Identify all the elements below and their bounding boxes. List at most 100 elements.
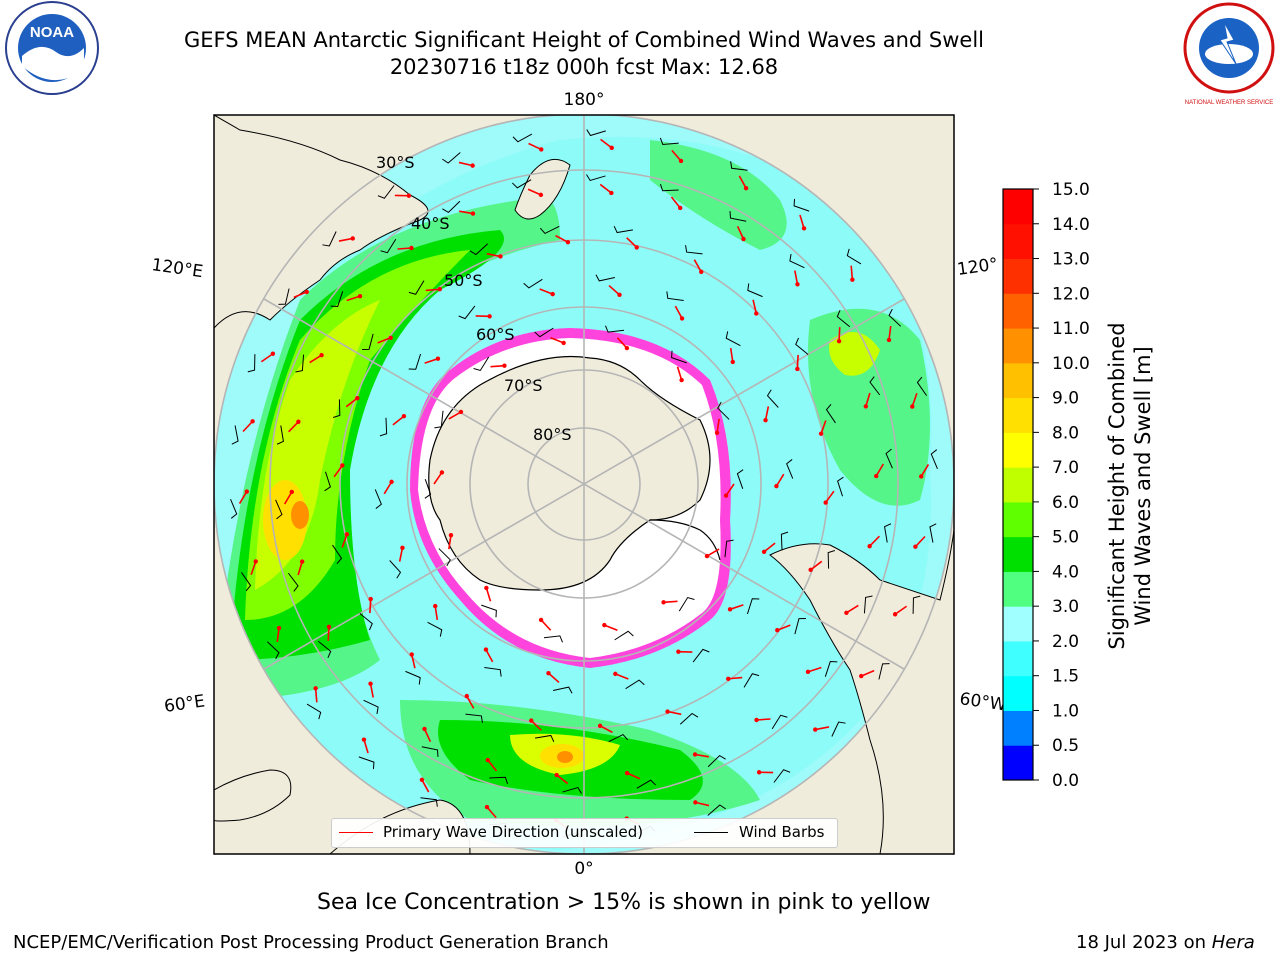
wave-arrow-head <box>609 190 614 196</box>
wave-arrow-head <box>344 532 350 537</box>
wind-barb <box>725 331 741 347</box>
wave-peak-west <box>291 501 309 529</box>
wind-barb <box>613 226 633 234</box>
wave-arrow-head <box>484 585 489 591</box>
wave-direction-arrow <box>888 325 892 341</box>
colorbar-label-line1: Significant Height of Combined <box>1105 322 1129 649</box>
wave-direction-arrow <box>369 599 372 614</box>
wave-direction-arrow <box>599 725 613 734</box>
wave-direction-arrow <box>825 490 835 503</box>
wave-arrow-head <box>470 211 476 216</box>
wave-direction-arrow <box>345 397 358 408</box>
land-south-america <box>769 529 954 854</box>
wave-arrow-head <box>389 479 394 485</box>
colorbar-block <box>1003 501 1033 538</box>
wave-direction-arrow <box>796 354 799 369</box>
wind-barb <box>287 572 299 592</box>
wind-barb <box>766 389 779 408</box>
wave-arrow-head <box>388 335 393 340</box>
wave-direction-arrow <box>434 605 439 621</box>
colorbar-block <box>1003 189 1033 225</box>
wave-arrow-head <box>741 236 746 242</box>
wave-arrow-head <box>692 752 698 757</box>
wave-arrow-head <box>805 669 811 675</box>
wave-direction-arrow <box>466 695 475 709</box>
wave-direction-arrow <box>729 347 734 363</box>
wind-barb <box>469 243 489 256</box>
wave-arrow-head <box>808 567 813 573</box>
wave-direction-arrow <box>486 806 497 819</box>
wind-barb <box>380 238 397 254</box>
wave-direction-arrow <box>911 393 918 407</box>
wave-arrow-head <box>368 596 373 602</box>
wave-direction-arrow <box>869 535 880 547</box>
wave-direction-arrow <box>392 415 405 426</box>
wave-arrow-head <box>892 612 898 617</box>
colorbar-tick-label: 0.0 <box>1052 771 1079 791</box>
wave-direction-arrow <box>527 188 542 196</box>
wind-barb <box>878 663 890 680</box>
wave-direction-arrow <box>894 605 908 615</box>
wave-direction-arrow <box>424 357 439 364</box>
wave-direction-arrow <box>815 726 830 731</box>
wave-direction-arrow <box>706 548 720 557</box>
antarctica-outline <box>428 355 711 591</box>
wave-arrow-head <box>419 777 425 783</box>
wave-direction-arrow <box>820 420 827 434</box>
colorbar-block <box>1003 536 1033 572</box>
wave-contour-9m-west <box>263 480 307 560</box>
wave-arrow-head <box>437 287 442 292</box>
colorbar-frame <box>1002 188 1034 781</box>
colorbar-block <box>1003 432 1033 468</box>
wave-direction-arrow <box>604 624 618 631</box>
wind-barb <box>685 245 703 255</box>
wind-barb <box>512 133 533 143</box>
wave-arrow-head <box>844 610 849 615</box>
wave-direction-arrow <box>865 392 871 407</box>
wave-arrow-head <box>679 316 685 321</box>
wind-barb <box>795 337 809 355</box>
nws-logo-text: NATIONAL WEATHER SERVICE <box>1185 100 1273 106</box>
wave-arrow-head <box>823 500 828 505</box>
wave-direction-arrow <box>838 327 841 342</box>
wind-barb <box>358 756 375 770</box>
wave-arrow-head <box>409 245 414 251</box>
wind-barb <box>827 550 836 569</box>
wind-barb <box>707 755 726 768</box>
wave-direction-arrow <box>810 560 823 571</box>
wind-barb <box>771 714 788 730</box>
wind-barb <box>322 231 337 247</box>
wave-arrow-head <box>602 622 607 628</box>
wave-arrow-head <box>483 647 489 652</box>
wave-direction-arrow <box>485 587 492 602</box>
wave-direction-arrow <box>486 252 501 258</box>
wave-arrow-head <box>727 607 733 612</box>
lat-label-80s: 80°S <box>533 425 572 444</box>
wind-barb <box>362 333 374 350</box>
wave-arrow-head <box>754 311 759 316</box>
wave-direction-arrow <box>458 161 473 167</box>
colorbar-label-line2: Wind Waves and Swell [m] <box>1131 346 1155 626</box>
wind-barb <box>595 274 615 282</box>
wave-arrow-head <box>435 356 441 361</box>
wave-arrow-head <box>699 269 704 275</box>
wave-direction-arrow <box>363 739 369 754</box>
wind-barb <box>275 499 283 520</box>
wind-barb <box>434 410 444 429</box>
wave-arrow-head <box>422 726 427 732</box>
wind-barb <box>408 353 422 370</box>
colorbar-block <box>1003 258 1033 294</box>
wave-arrow-head <box>319 353 324 358</box>
wave-direction-arrow <box>776 624 791 631</box>
wind-barb <box>736 469 744 489</box>
wave-direction-arrow <box>309 354 322 364</box>
colorbar-block <box>1003 606 1033 642</box>
wave-direction-arrow <box>297 561 303 576</box>
vector-overlay <box>230 129 938 839</box>
wind-barb <box>266 641 280 660</box>
lat-label-40s: 40°S <box>411 214 450 233</box>
wave-arrow-head <box>597 723 603 729</box>
wind-barb <box>666 291 684 301</box>
wave-arrow-head <box>357 293 363 299</box>
